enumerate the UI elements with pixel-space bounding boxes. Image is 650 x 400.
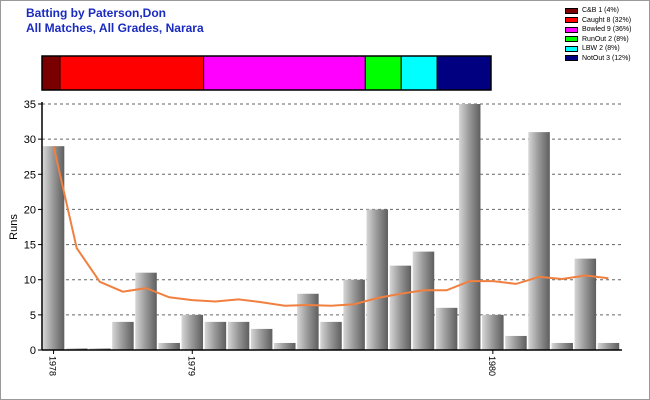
bar <box>482 314 504 350</box>
dismissal-bar-border <box>41 55 492 91</box>
bar <box>366 209 388 350</box>
dismissal-segment-caught <box>59 55 205 91</box>
legend: C&B 1 (4%) Caught 8 (32%) Bowled 9 (36%)… <box>565 6 631 63</box>
y-tick-label: 10 <box>24 275 36 287</box>
bar <box>42 146 65 350</box>
bar <box>135 272 157 350</box>
bar <box>112 321 134 350</box>
average-line <box>52 145 609 307</box>
legend-label: Caught 8 (32%) <box>582 16 632 24</box>
legend-label: C&B 1 (4%) <box>582 7 619 14</box>
legend-label: NotOut 3 (12%) <box>582 54 631 62</box>
legend-swatch <box>565 45 578 52</box>
x-tick-label: 1980 <box>487 356 497 376</box>
bar <box>505 335 527 350</box>
x-tick-label: 1979 <box>186 356 196 376</box>
y-tick-label: 30 <box>24 134 36 146</box>
dismissal-segment-bowled <box>203 55 366 91</box>
legend-swatch <box>565 26 578 33</box>
bar <box>343 279 365 350</box>
legend-swatch <box>565 36 578 43</box>
legend-label: LBW 2 (8%) <box>582 45 620 52</box>
dismissal-bar <box>41 55 492 91</box>
legend-item-bowled: Bowled 9 (36%) <box>565 25 631 35</box>
legend-swatch <box>565 7 578 14</box>
y-tick-label: 0 <box>30 345 36 357</box>
bar <box>412 251 435 350</box>
bar <box>297 293 319 350</box>
y-tick-label: 20 <box>24 204 36 216</box>
legend-swatch <box>565 17 578 24</box>
bar <box>551 342 573 350</box>
dismissal-segment-notout <box>436 55 492 91</box>
y-axis-label: Runs <box>8 214 20 240</box>
bar <box>320 321 342 350</box>
bar <box>181 314 204 350</box>
bar <box>158 342 180 350</box>
dismissal-segment-lbw <box>400 55 438 91</box>
y-tick-label: 15 <box>24 240 36 252</box>
legend-label: Bowled 9 (36%) <box>582 26 632 33</box>
average-line-group <box>52 145 609 307</box>
bar <box>250 328 273 350</box>
legend-item-runout: RunOut 2 (8%) <box>565 35 631 45</box>
bar <box>204 321 227 350</box>
legend-item-lbw: LBW 2 (8%) <box>565 44 631 54</box>
legend-item-caught: Caught 8 (32%) <box>565 16 631 26</box>
x-tick-label: 1978 <box>48 356 58 376</box>
bar <box>227 321 250 350</box>
chart-title: Batting by Paterson,Don <box>26 6 167 20</box>
bar <box>458 104 481 350</box>
bar <box>528 132 550 350</box>
legend-item-cb: C&B 1 (4%) <box>565 6 631 16</box>
legend-item-notout: NotOut 3 (12%) <box>565 54 631 64</box>
legend-label: RunOut 2 (8%) <box>582 35 629 43</box>
bar <box>274 342 296 350</box>
dismissal-segment-cb <box>41 55 61 91</box>
bar <box>574 258 597 350</box>
y-tick-label: 5 <box>30 310 36 322</box>
chart-subtitle: All Matches, All Grades, Narara <box>26 21 204 35</box>
bars <box>42 104 620 350</box>
bar <box>389 265 412 350</box>
axes: 0 5 10 15 20 25 30 35 Runs 1978 1979 1980 <box>8 99 622 376</box>
y-tick-label: 25 <box>24 169 36 181</box>
dismissal-segment-runout <box>364 55 402 91</box>
y-tick-label: 35 <box>24 99 36 111</box>
bar <box>597 342 620 350</box>
bar <box>435 307 458 350</box>
legend-swatch <box>565 55 578 62</box>
